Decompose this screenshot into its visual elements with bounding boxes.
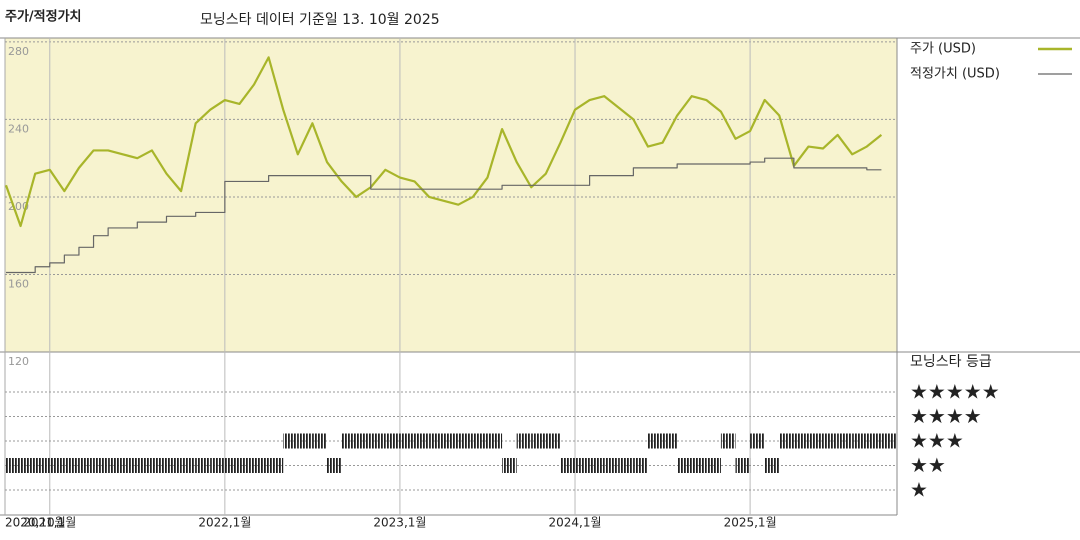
chart-subtitle: 모닝스타 데이터 기준일 13. 10월 2025	[200, 12, 440, 28]
rating-bar	[472, 433, 488, 449]
rating-bar	[823, 433, 838, 449]
rating-legend-stars: ★	[910, 478, 928, 502]
rating-bar	[866, 433, 882, 449]
rating-bar	[443, 433, 459, 449]
rating-legend-stars: ★★	[910, 453, 946, 477]
rating-bar	[779, 433, 794, 449]
rating-bar	[122, 458, 138, 473]
rating-bar	[210, 458, 225, 473]
rating-bar	[487, 433, 503, 449]
rating-bar	[560, 458, 576, 473]
rating-bar	[399, 433, 415, 449]
rating-bar	[49, 458, 65, 473]
rating-bar	[633, 458, 648, 473]
x-tick-label: 2021,1월	[23, 516, 76, 530]
rating-bar	[662, 433, 678, 449]
rating-bar	[604, 458, 619, 473]
rating-bar	[283, 433, 298, 449]
x-tick-label: 2022,1월	[198, 516, 251, 530]
price-panel	[5, 38, 897, 352]
y-tick-label: 160	[8, 277, 29, 290]
frame	[0, 37, 1080, 516]
rating-bar	[341, 433, 357, 449]
rating-bar	[516, 433, 532, 449]
rating-legend-stars: ★★★	[910, 429, 964, 453]
rating-legend-title: 모닝스타 등급	[910, 354, 992, 370]
x-tick-label: 2020,10월	[5, 516, 66, 530]
x-tick-label: 2024,1월	[549, 516, 602, 530]
rating-bar	[20, 458, 36, 473]
rating-bar	[254, 458, 269, 473]
rating-bar	[706, 458, 721, 473]
rating-bar	[531, 433, 546, 449]
rating-bar	[239, 458, 255, 473]
legend-label: 주가 (USD)	[910, 42, 976, 57]
rating-bar	[881, 433, 896, 449]
rating-bar	[545, 433, 561, 449]
rating-bar	[720, 433, 736, 449]
rating-bar	[502, 458, 517, 473]
chart-title: 주가/적정가치	[5, 9, 82, 25]
rating-bar	[137, 458, 152, 473]
rating-bar	[356, 433, 371, 449]
rating-bar	[297, 433, 313, 449]
rating-bar	[750, 433, 765, 449]
rating-bar	[414, 433, 430, 449]
rating-bar	[6, 458, 21, 473]
rating-bar	[647, 433, 663, 449]
rating-legend-stars: ★★★★★	[910, 380, 1000, 404]
rating-bar	[195, 458, 211, 473]
rating-bar	[166, 458, 182, 473]
rating-bar	[589, 458, 605, 473]
rating-bar	[852, 433, 867, 449]
rating-bar	[575, 458, 590, 473]
rating-bar	[429, 433, 444, 449]
rating-bar	[181, 458, 196, 473]
rating-bar	[312, 433, 327, 449]
rating-bar	[808, 433, 824, 449]
rating-bar	[268, 458, 284, 473]
rating-bar	[93, 458, 109, 473]
rating-bar	[837, 433, 853, 449]
rating-bar	[224, 458, 240, 473]
series-line	[4, 56, 883, 228]
rating-bar	[370, 433, 386, 449]
x-tick-label: 2025,1월	[724, 516, 777, 530]
rating-bar	[64, 458, 79, 473]
rating-bar	[326, 458, 342, 473]
rating-bar	[691, 458, 707, 473]
rating-bar	[108, 458, 123, 473]
rating-bar	[618, 458, 634, 473]
rating-bar	[677, 458, 692, 473]
x-tick-label: 2023,1월	[373, 516, 426, 530]
rating-bar	[385, 433, 400, 449]
series-line	[6, 157, 882, 274]
rating-bar	[35, 458, 50, 473]
y-tick-label: 280	[8, 45, 29, 58]
rating-bar	[764, 458, 780, 473]
rating-bar	[458, 433, 473, 449]
y-tick-label: 120	[8, 355, 29, 368]
rating-bar	[78, 458, 94, 473]
y-tick-label: 240	[8, 122, 29, 135]
rating-bar	[151, 458, 167, 473]
rating-bar	[793, 433, 809, 449]
rating-legend-stars: ★★★★	[910, 404, 982, 428]
rating-bar	[735, 458, 751, 473]
legend-label: 적정가치 (USD)	[910, 67, 1000, 82]
